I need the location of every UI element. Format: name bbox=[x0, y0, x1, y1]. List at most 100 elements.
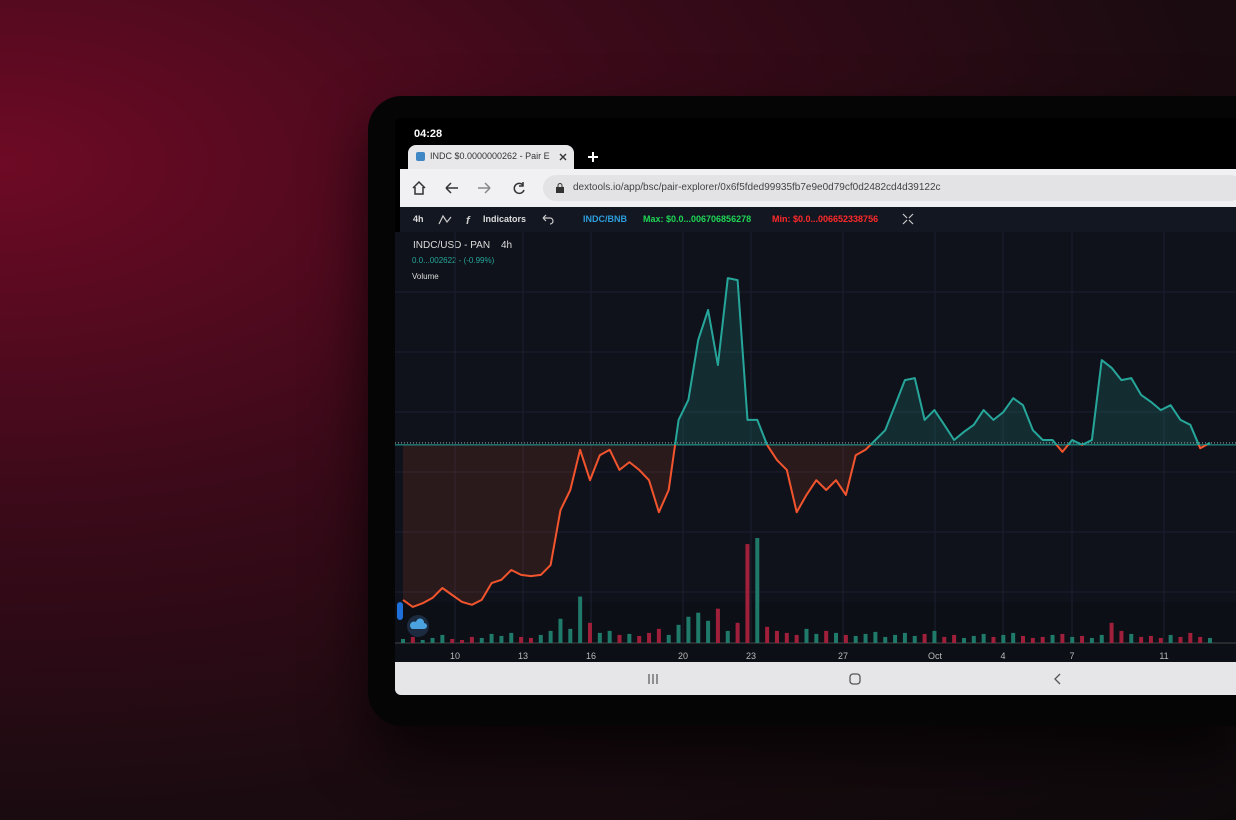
volume-bar bbox=[430, 637, 435, 643]
volume-bar bbox=[479, 637, 484, 643]
volume-bar bbox=[519, 636, 524, 643]
volume-bar bbox=[587, 622, 592, 643]
url-text: dextools.io/app/bsc/pair-explorer/0x6f5f… bbox=[573, 182, 941, 193]
tab-icon bbox=[416, 152, 425, 161]
interval-button[interactable]: 4h bbox=[413, 214, 424, 224]
volume-bar bbox=[804, 628, 809, 643]
x-tick-label: 23 bbox=[746, 651, 756, 661]
volume-bar bbox=[1119, 630, 1124, 643]
x-tick-label: 13 bbox=[518, 651, 528, 661]
volume-bar bbox=[1080, 635, 1085, 643]
max-label: Max: $0.0...006706856278 bbox=[643, 214, 752, 224]
volume-bar bbox=[912, 635, 917, 643]
volume-bar bbox=[735, 622, 740, 643]
cloud-icon bbox=[409, 618, 427, 629]
volume-bar bbox=[863, 633, 868, 643]
volume-bar bbox=[410, 636, 415, 643]
x-tick-label: 7 bbox=[1069, 651, 1074, 661]
volume-bar bbox=[1050, 634, 1055, 643]
volume-bar bbox=[902, 632, 907, 643]
volume-bar bbox=[509, 632, 514, 643]
volume-bar bbox=[637, 635, 642, 643]
volume-bar bbox=[440, 634, 445, 643]
x-tick-label: 11 bbox=[1159, 651, 1168, 661]
volume-bar bbox=[1188, 632, 1193, 643]
x-tick-label: 16 bbox=[586, 651, 596, 661]
volume-bar bbox=[843, 634, 848, 643]
volume-bar bbox=[1099, 634, 1104, 643]
volume-bar bbox=[528, 637, 533, 643]
volume-bar bbox=[1030, 637, 1035, 643]
volume-bar bbox=[961, 637, 966, 643]
toolbar-icons[interactable]: f bbox=[438, 213, 508, 227]
scroll-handle[interactable] bbox=[397, 602, 403, 620]
volume-bar bbox=[696, 612, 701, 643]
price-change: 0.0...002622 - (-0.99%) bbox=[412, 256, 495, 265]
volume-bar bbox=[1060, 633, 1065, 643]
volume-bar bbox=[834, 632, 839, 643]
volume-bar bbox=[814, 633, 819, 643]
volume-bar bbox=[401, 638, 405, 643]
url-field[interactable]: dextools.io/app/bsc/pair-explorer/0x6f5f… bbox=[543, 175, 1236, 201]
price-chart: INDC/USD - PAN 4h 0.0...002622 - (-0.99%… bbox=[395, 232, 1236, 662]
volume-bar bbox=[460, 639, 465, 643]
volume-bar bbox=[1208, 637, 1212, 643]
volume-bar bbox=[952, 634, 957, 643]
volume-bar bbox=[715, 608, 720, 643]
volume-bar bbox=[499, 635, 504, 643]
nav-icons[interactable] bbox=[645, 671, 1065, 687]
volume-bar bbox=[597, 632, 602, 643]
browser-tab[interactable]: INDC $0.0000000262 - Pair E bbox=[408, 145, 574, 169]
volume-bar bbox=[991, 636, 996, 643]
volume-bar bbox=[932, 630, 937, 643]
volume-bar bbox=[1021, 635, 1026, 643]
volume-bar bbox=[942, 636, 947, 643]
tab-title: INDC $0.0000000262 - Pair E bbox=[430, 151, 550, 161]
volume-bar bbox=[450, 638, 455, 643]
nav-buttons[interactable] bbox=[410, 180, 530, 196]
volume-bar bbox=[1070, 636, 1075, 643]
volume-bar bbox=[725, 630, 730, 643]
volume-bar bbox=[873, 631, 878, 643]
volume-bar bbox=[548, 630, 553, 643]
volume-pane bbox=[395, 602, 1236, 662]
fullscreen-icon[interactable] bbox=[902, 213, 914, 225]
volume-bar bbox=[1148, 635, 1153, 643]
volume-bar bbox=[607, 630, 612, 643]
volume-bar bbox=[1129, 633, 1134, 643]
x-tick-label: 20 bbox=[678, 651, 688, 661]
android-nav-bar bbox=[395, 662, 1236, 695]
lock-icon bbox=[556, 183, 564, 193]
volume-bar bbox=[784, 632, 789, 643]
volume-bar bbox=[1011, 632, 1016, 643]
volume-bar bbox=[1198, 636, 1203, 643]
volume-bar bbox=[1040, 636, 1045, 643]
status-time: 04:28 bbox=[414, 128, 443, 140]
volume-bar bbox=[666, 634, 671, 643]
volume-bar bbox=[676, 624, 681, 643]
volume-bar bbox=[627, 633, 632, 643]
new-tab[interactable] bbox=[587, 151, 599, 163]
volume-bar bbox=[794, 634, 799, 643]
volume-bar bbox=[1178, 636, 1183, 643]
x-tick-label: 27 bbox=[838, 651, 848, 661]
x-tick-label: 10 bbox=[450, 651, 460, 661]
volume-bar bbox=[883, 636, 888, 643]
volume-bar bbox=[981, 633, 986, 643]
volume-bar bbox=[558, 618, 563, 643]
indicators-button[interactable]: Indicators bbox=[483, 214, 527, 224]
volume-bar bbox=[1109, 622, 1114, 643]
volume-bar bbox=[1158, 637, 1163, 643]
volume-bar bbox=[1001, 634, 1006, 643]
volume-bar bbox=[765, 626, 770, 643]
volume-bar bbox=[1089, 637, 1094, 643]
volume-bar bbox=[568, 628, 573, 643]
tab-close[interactable] bbox=[558, 152, 568, 162]
undo-redo[interactable] bbox=[540, 213, 570, 227]
volume-bar bbox=[538, 634, 543, 643]
volume-bar bbox=[1139, 636, 1144, 643]
chart-interval: 4h bbox=[501, 240, 512, 251]
volume-bar bbox=[656, 628, 661, 643]
volume-bar bbox=[893, 634, 898, 643]
